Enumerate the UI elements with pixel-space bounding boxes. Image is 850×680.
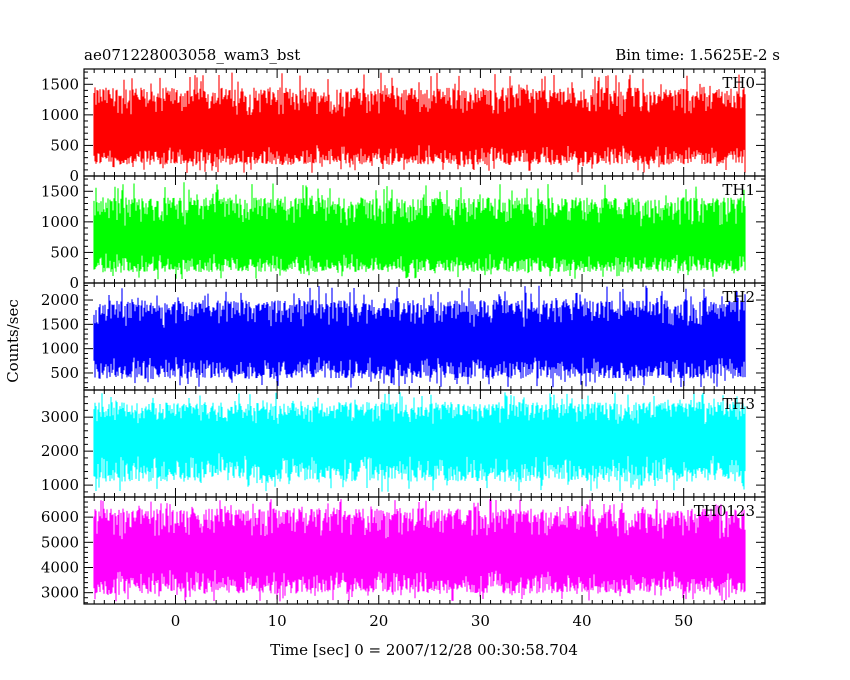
y-tick-label: 1500 bbox=[41, 315, 79, 333]
y-tick-label: 2000 bbox=[41, 291, 79, 309]
y-tick-label: 1500 bbox=[41, 182, 79, 200]
y-tick-label: 500 bbox=[50, 136, 79, 154]
series-th0123 bbox=[93, 499, 746, 602]
x-tick-label: 10 bbox=[268, 612, 287, 630]
y-tick-label: 2000 bbox=[41, 442, 79, 460]
panel-th1: 0 500 1000 1500 TH1 bbox=[41, 175, 766, 292]
panel-th0: 0 500 1000 1500 TH0 bbox=[41, 68, 766, 185]
y-tick-label: 6000 bbox=[41, 508, 79, 526]
y-tick-label: 1000 bbox=[41, 476, 79, 494]
panel-label: TH0 bbox=[722, 74, 755, 92]
y-tick-label: 1000 bbox=[41, 106, 79, 124]
panel-th0123: 3000 4000 5000 6000 TH0123 bbox=[41, 496, 766, 605]
bin-time-label: Bin time: 1.5625E-2 s bbox=[615, 46, 780, 64]
y-tick-label: 3000 bbox=[41, 408, 79, 426]
x-axis-label: Time [sec] 0 = 2007/12/28 00:30:58.704 bbox=[270, 641, 578, 659]
x-tick-label: 50 bbox=[674, 612, 693, 630]
y-tick-label: 500 bbox=[50, 243, 79, 261]
panel-label: TH3 bbox=[722, 395, 755, 413]
y-tick-label: 0 bbox=[69, 167, 79, 185]
y-tick-label: 4000 bbox=[41, 558, 79, 576]
plot-title: ae071228003058_wam3_bst bbox=[84, 46, 300, 64]
panel-th3: 1000 2000 3000 TH3 bbox=[41, 389, 766, 498]
y-tick-label: 1000 bbox=[41, 340, 79, 358]
y-axis-label: Counts/sec bbox=[4, 299, 22, 383]
panel-label: TH0123 bbox=[694, 502, 755, 520]
y-tick-label: 0 bbox=[69, 274, 79, 292]
series-th2 bbox=[93, 285, 746, 388]
x-tick-label: 20 bbox=[369, 612, 388, 630]
y-tick-label: 500 bbox=[50, 364, 79, 382]
x-tick-label: 0 bbox=[171, 612, 181, 630]
y-tick-label: 3000 bbox=[41, 584, 79, 602]
panel-label: TH2 bbox=[722, 288, 755, 306]
panel-th2: 500 1000 1500 2000 TH2 bbox=[41, 282, 766, 391]
y-tick-label: 1500 bbox=[41, 75, 79, 93]
series-th0 bbox=[93, 72, 746, 173]
y-tick-label: 1000 bbox=[41, 213, 79, 231]
panel-label: TH1 bbox=[722, 181, 755, 199]
x-tick-label: 40 bbox=[572, 612, 591, 630]
series-th3 bbox=[93, 392, 746, 492]
panel-frame bbox=[83, 496, 766, 605]
series-th1 bbox=[93, 182, 746, 280]
y-tick-label: 5000 bbox=[41, 533, 79, 551]
x-tick-label: 30 bbox=[471, 612, 490, 630]
